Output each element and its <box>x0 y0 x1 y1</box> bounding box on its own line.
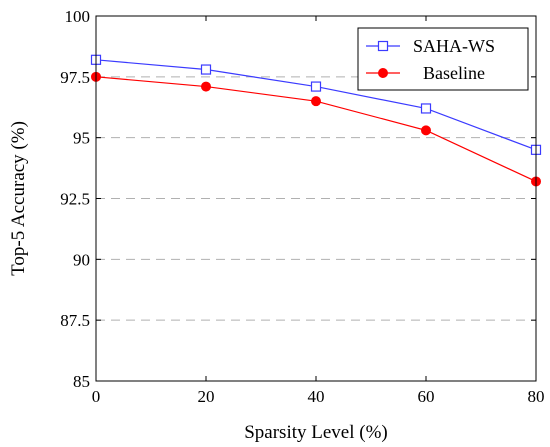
x-tick-label: 80 <box>528 387 545 406</box>
x-tick-label: 0 <box>92 387 101 406</box>
x-tick-label: 60 <box>418 387 435 406</box>
tick-labels: 85 87.5 90 92.5 95 97.5 100 0 20 40 60 80 <box>60 7 544 406</box>
data-point <box>200 64 212 75</box>
y-axis-label: Top-5 Accuracy (%) <box>8 121 29 276</box>
y-tick-label: 87.5 <box>60 311 90 330</box>
x-tick-label: 40 <box>308 387 325 406</box>
grid-lines <box>96 76 536 321</box>
series-line <box>95 76 537 183</box>
data-point <box>421 125 431 136</box>
legend-item: Baseline <box>366 63 485 83</box>
y-tick-label: 95 <box>73 129 90 148</box>
y-tick-label: 100 <box>65 7 91 26</box>
data-point <box>311 96 321 107</box>
plot-frame <box>95 15 537 382</box>
legend-swatch-marker <box>377 40 389 52</box>
data-point <box>420 103 432 114</box>
y-tick-label: 92.5 <box>60 190 90 209</box>
data-point <box>310 81 322 92</box>
x-tick-label: 20 <box>198 387 215 406</box>
data-point <box>201 81 211 92</box>
legend-label: Baseline <box>423 63 485 83</box>
legend-label: SAHA-WS <box>413 36 495 56</box>
y-tick-label: 85 <box>73 372 90 391</box>
legend-swatch-marker <box>378 68 388 78</box>
x-axis-label: Sparsity Level (%) <box>244 422 388 443</box>
y-tick-label: 97.5 <box>60 68 90 87</box>
legend: SAHA-WS Baseline <box>357 27 529 91</box>
legend-box <box>357 27 529 91</box>
legend-item: SAHA-WS <box>366 36 495 56</box>
y-tick-label: 90 <box>73 250 90 269</box>
